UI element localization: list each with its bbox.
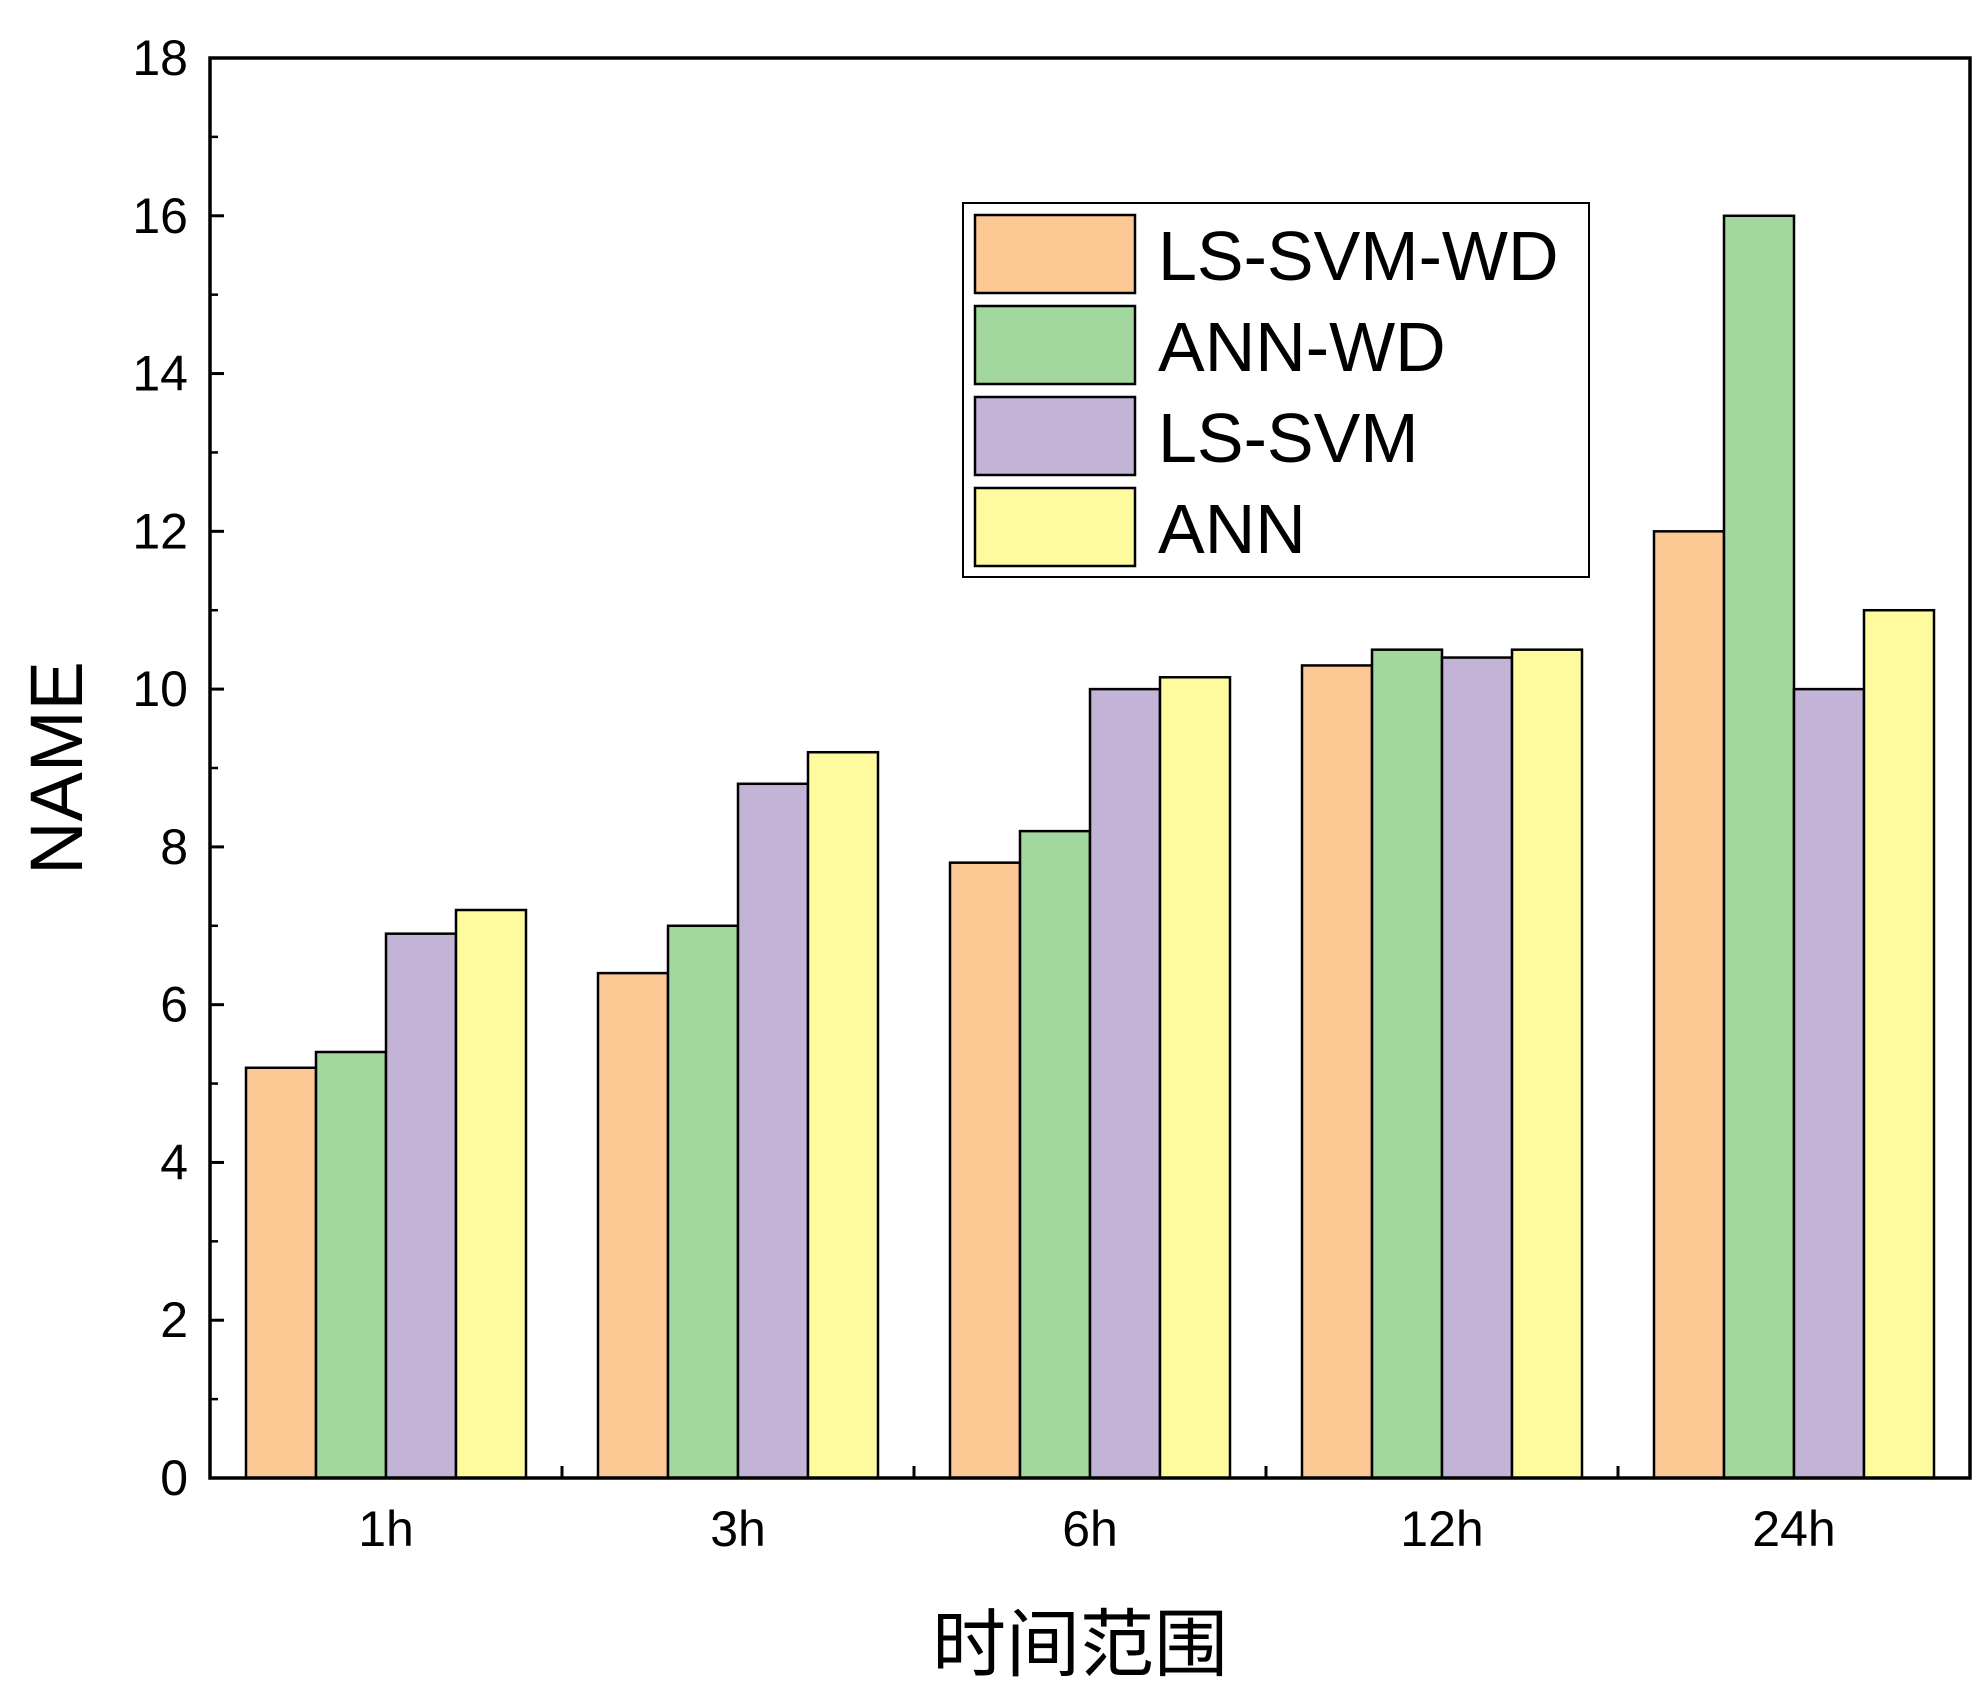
legend-label-ann-wd: ANN-WD [1158,308,1446,386]
y-tick-label: 6 [160,977,188,1033]
ticks-layer: 0 2 4 6 8 10 12 14 16 18 1h 3h 6h 12h 24h [132,30,1835,1557]
legend-label-ls-svm-wd: LS-SVM-WD [1158,217,1559,295]
legend-swatch-ls-svm [973,395,1137,477]
y-tick-label: 4 [160,1134,188,1190]
bar-ls-svm-wd-1h [244,1066,318,1480]
bar-ls-svm-wd-6h [948,861,1022,1480]
bar-ls-svm-wd-24h [1652,530,1726,1480]
bar-ann-1h [454,908,528,1480]
x-tick-label-12h: 12h [1400,1501,1483,1557]
legend: LS-SVM-WD ANN-WD LS-SVM ANN [962,202,1590,578]
x-axis-title: 时间范围 [932,1603,1228,1686]
bar-ls-svm-6h [1088,687,1162,1480]
y-tick-label: 10 [132,661,188,717]
y-tick-label: 16 [132,188,188,244]
bar-ann-24h [1862,608,1936,1480]
x-tick-label-24h: 24h [1752,1501,1835,1557]
y-tick-label: 0 [160,1450,188,1506]
bar-ls-svm-24h [1792,687,1866,1480]
y-axis-title: NAME [15,661,98,875]
legend-label-ann: ANN [1158,490,1306,568]
bar-ann-3h [806,750,880,1480]
bars-layer [244,214,1936,1480]
y-tick-label: 14 [132,346,188,402]
y-tick-label: 8 [160,819,188,875]
bar-ann-wd-12h [1370,648,1444,1480]
bar-ls-svm-12h [1440,656,1514,1480]
bar-ls-svm-1h [384,932,458,1480]
x-tick-label-3h: 3h [710,1501,766,1557]
y-tick-label: 18 [132,30,188,86]
y-tick-label: 12 [132,503,188,559]
bar-ann-wd-24h [1722,214,1796,1480]
legend-swatch-ann [973,486,1137,568]
bar-ann-12h [1510,648,1584,1480]
bar-ls-svm-3h [736,782,810,1480]
bar-ann-6h [1158,676,1232,1480]
legend-swatch-ls-svm-wd [973,213,1137,295]
x-tick-label-1h: 1h [358,1501,414,1557]
legend-swatch-ann-wd [973,304,1137,386]
bar-ann-wd-1h [314,1050,388,1480]
bar-ann-wd-3h [666,924,740,1480]
bar-ls-svm-wd-3h [596,971,670,1480]
x-tick-label-6h: 6h [1062,1501,1118,1557]
bar-ls-svm-wd-12h [1300,664,1374,1480]
legend-label-ls-svm: LS-SVM [1158,399,1419,477]
y-tick-label: 2 [160,1292,188,1348]
bar-ann-wd-6h [1018,829,1092,1480]
